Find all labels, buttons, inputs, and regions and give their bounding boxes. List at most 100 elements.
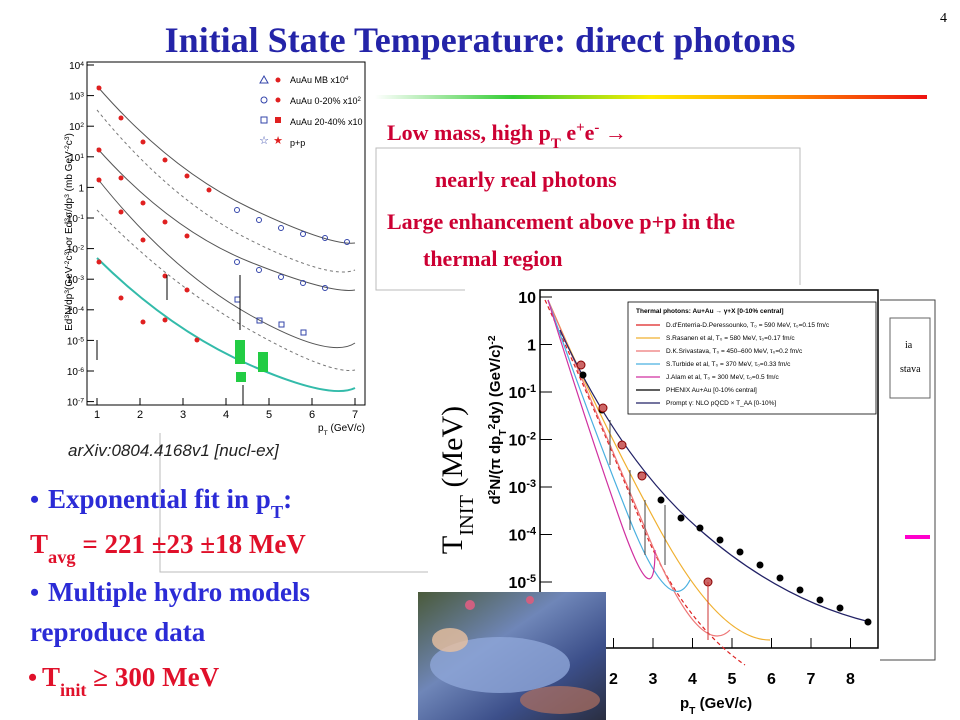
painting-figure (520, 686, 600, 714)
text-sup: 3 (64, 136, 71, 140)
text-sup: - (594, 120, 599, 136)
tick-exp: -6 (78, 367, 84, 374)
text-sup: 2 (487, 489, 498, 495)
legend-label: S.Turbide et al, T₀ = 370 MeV, τ₀=0.33 f… (666, 361, 791, 368)
text-sup: -2 (487, 335, 498, 344)
text-sup: 3 (64, 218, 71, 222)
legend-star: ★ (273, 135, 283, 147)
painting-flower (465, 600, 475, 610)
text-sup: + (576, 120, 585, 136)
text-sup: 3 (64, 290, 71, 294)
y-tick-label: 10-1 (509, 383, 536, 402)
text-sup: 3 (64, 194, 71, 198)
legend-label: AuAu 20-40% x10 (290, 117, 363, 127)
y-tick-label: 10-4 (509, 526, 536, 545)
tick-base: 10 (67, 367, 79, 378)
x-tick-label: 3 (180, 409, 186, 421)
tick-base: 10 (67, 245, 79, 256)
text-run: (GeV (64, 266, 75, 290)
background-fragment: ia (905, 340, 913, 351)
legend-label: S.Rasanen et al, T₀ = 580 MeV, τ₀=0.17 f… (666, 335, 795, 342)
y-tick-label: 10-6 (67, 367, 84, 379)
y-tick-label: 1 (78, 183, 84, 194)
curve (547, 299, 656, 580)
bullet-glyphs: • • • (28, 485, 39, 692)
curve (96, 85, 356, 244)
rainbow-rule (375, 95, 927, 99)
text-sub: INIT (456, 494, 478, 535)
text-sup: 3 (64, 252, 71, 256)
y-tick-label: 10-3 (67, 275, 84, 287)
legend-star: ☆ (259, 135, 269, 147)
text-run: (GeV/c) (695, 695, 752, 712)
tick-exp: 2 (80, 122, 84, 129)
tick-exp: 3 (80, 91, 84, 98)
slide-title: Initial State Temperature: direct photon… (165, 20, 796, 60)
text-run: AuAu MB x10 (290, 75, 345, 85)
text-sup: -2 (64, 260, 71, 266)
x-axis-label: pT (GeV/c) (680, 695, 752, 717)
legend-label: AuAu 0-20% x102 (290, 96, 362, 107)
note-line: thermal region (423, 246, 563, 271)
text-run: ) (64, 133, 75, 136)
citation: arXiv:0804.4168v1 [nucl-ex] (68, 441, 280, 460)
y-tick-label: 1 (527, 338, 536, 355)
curve (96, 147, 356, 291)
x-tick-label: 8 (846, 671, 855, 688)
text-run: p (680, 695, 689, 712)
text-sup: 4 (345, 75, 349, 82)
bullet-dot: • (30, 578, 39, 607)
tick-exp: -1 (78, 214, 84, 221)
bullet-dot: • (30, 485, 39, 514)
y-tick-label: 10-5 (67, 336, 84, 348)
legend-title: Thermal photons: Au+Au → γ+X [0-10% cent… (636, 308, 783, 315)
y-tick-label: 10 (518, 290, 536, 307)
text-sub: T (689, 706, 696, 717)
tick-base: 10 (509, 385, 527, 402)
text-run: ) or Ed (64, 222, 75, 252)
text-run: = 221 ±23 ±18 MeV (76, 529, 307, 559)
left-plot: ☆ ★ 10410310210110-110-210-310-410-510-61… (62, 55, 370, 437)
legend-label: p+p (290, 138, 305, 148)
legend-label: PHENIX Au+Au [0-10% central] (666, 387, 757, 394)
y-tick-label: 103 (69, 91, 84, 103)
text-run: T (42, 662, 60, 692)
curve (547, 299, 691, 592)
tick-base: 10 (67, 214, 79, 225)
curve (544, 299, 746, 666)
tick-base: 10 (509, 433, 527, 450)
text-run: σ/dp (64, 197, 75, 218)
tick-exp: -5 (78, 336, 84, 343)
curve (96, 209, 356, 371)
text-run: (mb GeV (64, 151, 75, 194)
curve (547, 299, 731, 637)
note-line: Large enhancement above p+p in the (387, 209, 735, 234)
bullet-text: Tavg = 221 ±23 ±18 MeV (30, 529, 306, 567)
y-tick-label: 10-5 (509, 573, 536, 592)
painting-figure (430, 637, 570, 693)
slide-number: 4 (940, 11, 947, 26)
x-tick-label: 6 (767, 671, 776, 688)
x-tick-label: 6 (309, 409, 315, 421)
x-tick-label: 2 (137, 409, 143, 421)
x-tick-label: 4 (223, 409, 229, 421)
x-tick-label: 7 (352, 409, 358, 421)
text-sub: T (551, 136, 561, 152)
y-tick-label: 10-1 (67, 214, 84, 226)
background-axis-label: TINIT (MeV) (436, 406, 478, 554)
y-tick-label: 102 (69, 122, 84, 134)
text-sub: avg (48, 547, 76, 567)
frame-line (159, 432, 428, 573)
text-run: ≥ 300 MeV (87, 662, 220, 692)
y-tick-label: 10-2 (67, 244, 84, 256)
text-run: Exponential fit in p (48, 484, 271, 514)
tick-base: 10 (67, 398, 79, 409)
y-tick-label: 10-4 (67, 305, 84, 317)
x-tick-label: 3 (649, 671, 658, 688)
bullet-text: Exponential fit in pT: (48, 484, 292, 522)
text-run: T (30, 529, 48, 559)
legend-label: D.d'Enterria-D.Peressounko, T₀ = 590 MeV… (666, 322, 830, 329)
points (96, 85, 212, 343)
